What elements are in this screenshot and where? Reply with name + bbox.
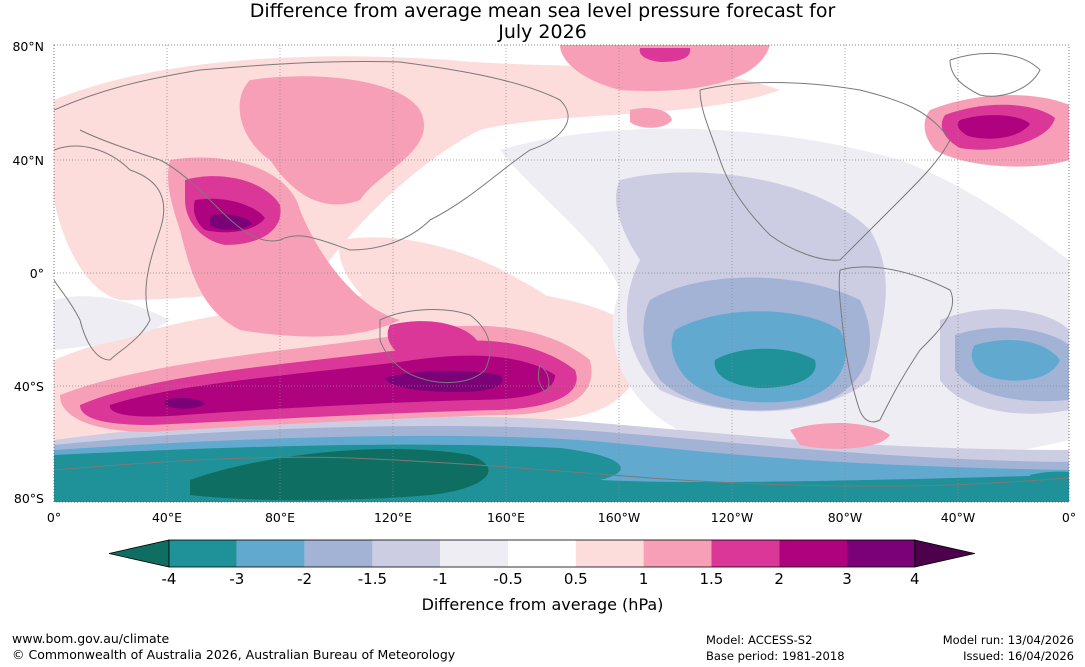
region-negative-light-indian	[54, 296, 170, 350]
coastline-antarctica	[54, 456, 1069, 487]
region-positive-1-5-arctic	[639, 48, 691, 62]
x-tick-label: 120°W	[711, 510, 753, 525]
colorbar-swatch	[440, 540, 508, 567]
footer-model: Model: ACCESS-S2	[706, 633, 813, 647]
colorbar: -4 -3 -2 -1.5 -1 -0.5 0.5 1 1.5 2 3 4	[108, 539, 975, 588]
chart-title-line2: July 2026	[498, 21, 587, 43]
region-positive-1-arctic	[560, 45, 770, 91]
y-tick-label: 0°	[30, 266, 44, 281]
region-negative-2-atlantic	[971, 340, 1060, 381]
y-axis-labels: 80°N 40°N 0° 40°S 80°S	[12, 39, 44, 506]
colorbar-tick-label: -1.5	[358, 570, 387, 588]
x-tick-label: 80°E	[265, 510, 295, 525]
colorbar-swatch	[508, 540, 576, 567]
colorbar-tick-label: -2	[297, 570, 312, 588]
colorbar-swatch	[575, 540, 644, 567]
x-tick-label: 0°	[47, 510, 61, 525]
x-tick-label: 80°W	[828, 510, 863, 525]
footer-issued: Issued: 16/04/2026	[963, 649, 1074, 663]
colorbar-tick-label: 2	[774, 570, 784, 588]
coastline-africa	[54, 145, 165, 361]
region-negative-3-pacific	[714, 348, 816, 388]
region-positive-3-indian	[165, 397, 205, 409]
colorbar-tick-label: 0.5	[564, 570, 588, 588]
colorbar-title: Difference from average (hPa)	[421, 595, 664, 614]
coastlines	[54, 52, 1069, 487]
colorbar-swatch	[847, 540, 915, 567]
colorbar-swatch	[779, 540, 847, 567]
coastline-eurasia	[54, 61, 569, 251]
colorbar-swatch	[304, 540, 373, 567]
chart-title-line1: Difference from average mean sea level p…	[249, 0, 836, 22]
colorbar-extend-low	[108, 539, 170, 568]
colorbar-swatch	[236, 540, 305, 567]
region-positive-1-5-australia	[387, 321, 480, 359]
map-frame	[53, 44, 1070, 503]
colorbar-frame	[168, 539, 916, 568]
x-tick-label: 120°E	[374, 510, 412, 525]
coastline-greenland	[949, 52, 1041, 97]
colorbar-swatch	[643, 540, 712, 567]
footer-copyright: © Commonwealth of Australia 2026, Austra…	[12, 647, 456, 662]
region-positive-1-north	[239, 76, 425, 205]
coastline-north-america	[699, 82, 951, 261]
y-tick-label: 80°N	[12, 39, 44, 54]
colorbar-tick-label: 1	[639, 570, 649, 588]
x-tick-label: 160°W	[598, 510, 640, 525]
y-tick-label: 40°S	[14, 379, 44, 394]
x-tick-label: 40°E	[152, 510, 182, 525]
colorbar-tick-label: 3	[842, 570, 852, 588]
colorbar-swatch	[372, 540, 441, 567]
coastline-australia	[379, 309, 491, 383]
region-positive-1-drake	[790, 423, 890, 449]
gridlines	[54, 45, 1069, 502]
anomaly-field	[54, 45, 1069, 502]
region-positive-2-northatlantic	[957, 115, 1030, 139]
y-tick-label: 40°N	[12, 153, 44, 168]
coastline-new-zealand	[537, 364, 550, 393]
colorbar-tick-label: -0.5	[493, 570, 522, 588]
coastline-south-america	[838, 266, 954, 423]
y-tick-label: 80°S	[14, 491, 44, 506]
region-positive-1-npacific	[630, 108, 672, 128]
footer-website: www.bom.gov.au/climate	[12, 631, 170, 646]
colorbar-extend-high	[914, 539, 975, 568]
colorbar-tick-label: 1.5	[699, 570, 723, 588]
region-positive-3-india	[210, 214, 252, 231]
colorbar-tick-label: -4	[162, 570, 177, 588]
region-positive-2-south	[109, 355, 555, 417]
region-positive-light-tasman	[339, 237, 600, 360]
colorbar-swatch	[711, 540, 780, 567]
colorbar-tick-label: -3	[229, 570, 244, 588]
x-tick-label: 160°E	[487, 510, 525, 525]
x-tick-label: 0°	[1062, 510, 1076, 525]
colorbar-tick-label: -1	[433, 570, 448, 588]
footer-base-period: Base period: 1981-2018	[706, 649, 845, 663]
footer-model-run: Model run: 13/04/2026	[942, 633, 1074, 647]
region-negative-4-atlantic	[1030, 471, 1069, 502]
region-negative-4-antarctic	[190, 449, 489, 501]
colorbar-swatch	[169, 540, 237, 567]
x-tick-label: 40°W	[941, 510, 976, 525]
x-axis-labels: 0° 40°E 80°E 120°E 160°E 160°W 120°W 80°…	[47, 510, 1076, 525]
colorbar-tick-label: 4	[910, 570, 920, 588]
